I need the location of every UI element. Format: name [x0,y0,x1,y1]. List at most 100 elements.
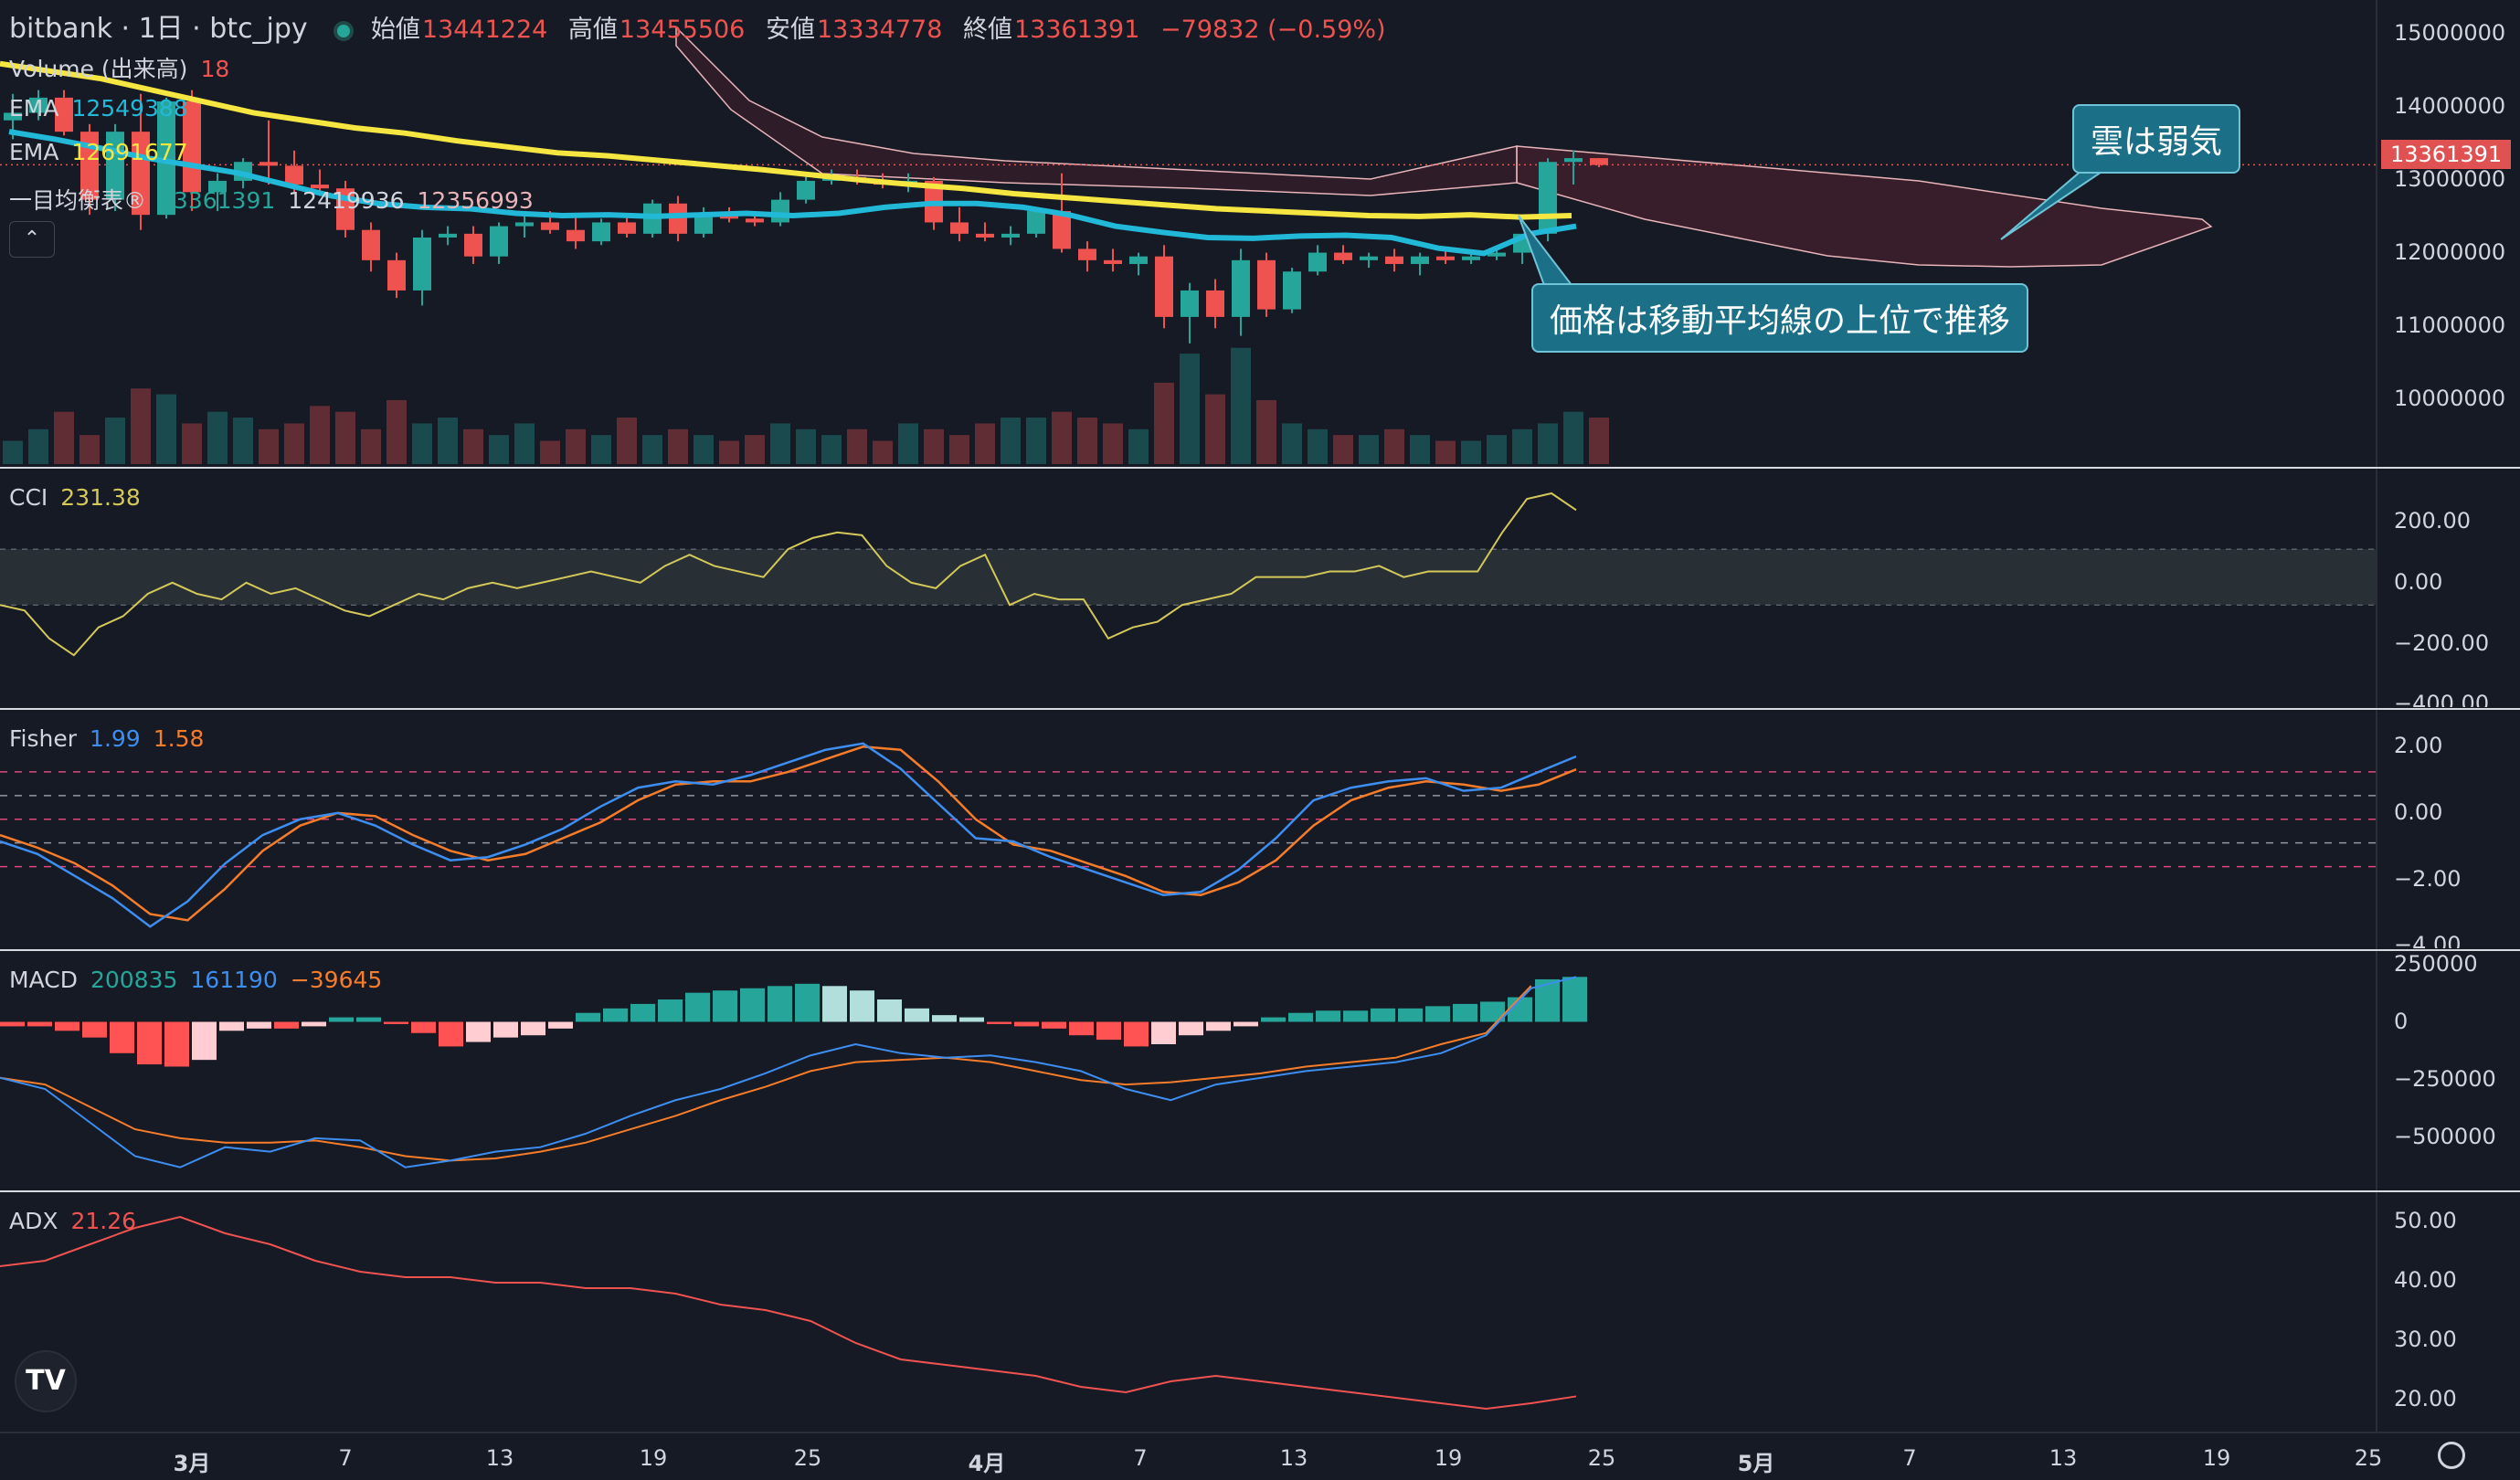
candle-body [592,222,610,242]
ema1-legend[interactable]: EMA 12549388 [9,95,201,122]
candle-body [1360,256,1378,260]
volume-bar [1538,423,1558,464]
adx-legend[interactable]: ADX 21.26 [9,1208,149,1234]
macd-histogram-bar [1425,1006,1450,1022]
fisher-value-1: 1.99 [90,725,141,752]
ichimoku-value-3: 12356993 [417,187,534,214]
candle-body [746,218,764,223]
macd-histogram-bar [1096,1021,1121,1041]
price-axis-separator [2376,0,2377,1432]
adx-axis-label: 40.00 [2394,1267,2457,1293]
volume-bar [924,428,944,464]
macd-histogram-bar [329,1017,354,1022]
fisher-legend[interactable]: Fisher 1.99 1.58 [9,725,217,752]
candle-body [618,222,636,234]
cci-axis-label: −200.00 [2394,630,2490,656]
pane-divider-adx[interactable] [0,1190,2520,1192]
volume-bar [514,423,535,464]
candle-body [183,101,201,193]
candle-body [1283,271,1301,310]
volume-bar [1512,428,1532,464]
candle-body [1436,256,1455,260]
candle-body [797,180,815,200]
macd-histogram-bar [164,1021,189,1067]
candle-body [1155,256,1173,317]
ema2-legend[interactable]: EMA 12691677 [9,139,201,165]
macd-histogram-bar [1316,1010,1340,1022]
price-axis-label: 12000000 [2394,239,2506,265]
candle-body [439,233,457,238]
macd-histogram-bar [548,1021,573,1029]
candle-body [132,132,150,216]
candle-body [285,165,303,185]
macd-value-1: 200835 [90,967,178,993]
high-value: 13455506 [619,16,746,44]
ichimoku-value-1: 13361391 [159,187,276,214]
adx-axis-label: 30.00 [2394,1327,2457,1352]
macd-histogram-bar [1453,1003,1477,1022]
volume-bar [1333,435,1353,464]
chart-canvas[interactable] [0,0,2376,1432]
volume-bar [796,428,816,464]
volume-bar [1256,400,1276,464]
volume-bar [438,418,458,464]
macd-histogram-bar [1288,1012,1313,1022]
ichimoku-cloud [1516,145,2213,268]
adx-value: 21.26 [70,1208,137,1234]
candle-body [1078,248,1096,260]
volume-bar [1154,382,1174,464]
macd-histogram-bar [302,1021,326,1027]
date-label: 7 [338,1445,353,1471]
tradingview-logo[interactable]: TV [15,1350,77,1412]
volume-bar [412,423,432,464]
macd-histogram-bar [1179,1021,1203,1036]
volume-bar [463,428,483,464]
volume-bar [949,435,969,464]
price-above-ma-callout[interactable]: 価格は移動平均線の上位で推移 [1531,283,2029,353]
pane-divider-fisher[interactable] [0,708,2520,710]
volume-bar [847,428,867,464]
pane-divider-dates [0,1432,2520,1433]
date-label: 25 [1587,1445,1616,1471]
macd-histogram-bar [905,1008,929,1022]
collapse-legend-button[interactable]: ⌃ [9,221,55,258]
macd-histogram-bar [932,1015,957,1022]
pane-divider-cci[interactable] [0,467,2520,469]
pane-divider-macd[interactable] [0,949,2520,951]
ema-fast-line [8,129,1577,257]
cci-axis-label: 0.00 [2394,569,2443,595]
price-axis-label: 14000000 [2394,93,2506,119]
candle-body [208,180,227,193]
volume-bar [3,440,23,464]
candle-body [1308,252,1327,272]
cloud-bearish-callout[interactable]: 雲は弱気 [2072,104,2241,174]
volume-bar [259,428,279,464]
symbol-title[interactable]: bitbank · 1日 · btc_jpy [9,13,308,45]
volume-bar [207,411,228,464]
macd-histogram-bar [110,1021,134,1053]
settings-icon[interactable] [2438,1442,2465,1469]
candle-body [1206,290,1224,317]
volume-value: 18 [200,56,230,82]
macd-histogram-bar [356,1017,381,1022]
candle-body [1181,290,1199,317]
date-label: 3月 [173,1451,211,1476]
macd-histogram-bar [877,999,902,1022]
cci-legend[interactable]: CCI 231.38 [9,484,154,511]
ema2-label: EMA [9,139,59,165]
candle-body [259,162,278,166]
candle-body [311,185,329,189]
ichimoku-legend[interactable]: 一目均衡表® 13361391 12419936 12356993 [9,183,546,216]
volume-bar [361,428,381,464]
macd-histogram-bar [630,1003,655,1022]
candle-body [464,233,482,257]
volume-legend[interactable]: Volume (出来高) 18 [9,51,242,84]
cci-band [0,549,2376,606]
volume-bar [1359,435,1379,464]
macd-legend[interactable]: MACD 200835 161190 −39645 [9,967,395,993]
macd-histogram-bar [740,988,765,1022]
macd-histogram-bar [1480,1001,1505,1022]
volume-bar [642,435,662,464]
price-axis-label: 10000000 [2394,386,2506,411]
volume-bar [79,435,100,464]
